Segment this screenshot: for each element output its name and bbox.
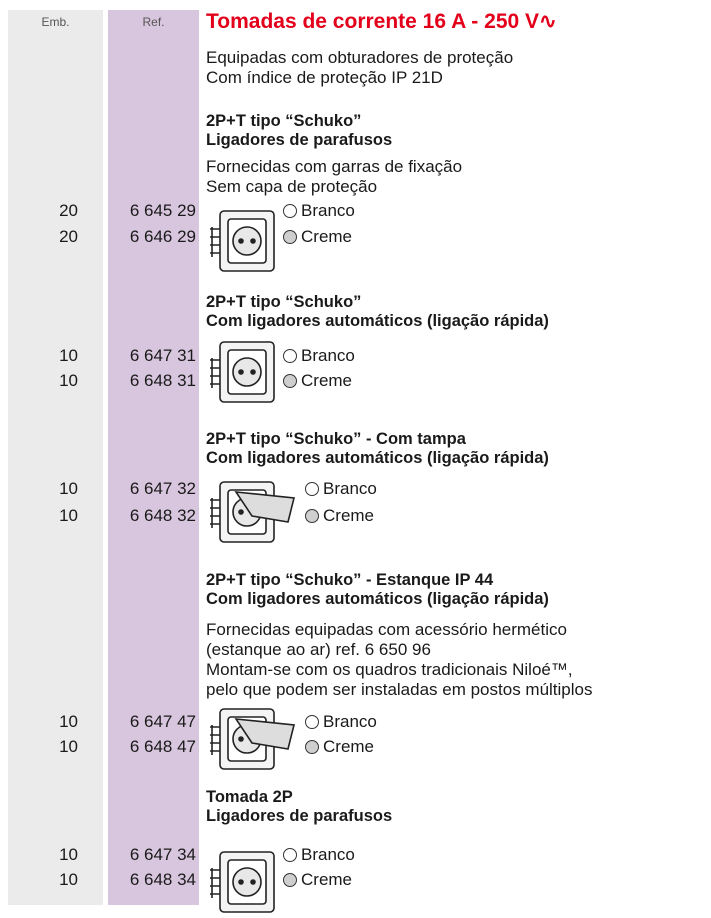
- emb: 20: [59, 201, 78, 220]
- title: Tomadas de corrente 16 A - 250 V∿: [206, 10, 557, 33]
- product-image: [210, 851, 275, 913]
- ref: 6 646 29: [129, 227, 196, 246]
- swatch: [283, 349, 297, 363]
- ref: 6 647 31: [129, 346, 196, 365]
- color-name: Creme: [301, 227, 353, 246]
- section-note: Fornecidas equipadas com acessório hermé…: [206, 620, 567, 639]
- swatch: [305, 482, 319, 496]
- color-name: Branco: [301, 845, 355, 864]
- section-heading: Ligadores de parafusos: [206, 807, 393, 825]
- emb-header: Emb.: [41, 15, 70, 29]
- section-heading: 2P+T tipo “Schuko”: [206, 112, 362, 130]
- color-name: Branco: [323, 712, 377, 731]
- emb: 10: [59, 506, 78, 525]
- section-heading: 2P+T tipo “Schuko” - Com tampa: [206, 430, 466, 448]
- section-heading: 2P+T tipo “Schuko”: [206, 293, 362, 311]
- ref: 6 647 47: [129, 712, 196, 731]
- section-heading: Tomada 2P: [206, 788, 293, 806]
- color-name: Branco: [323, 479, 377, 498]
- section-heading: Com ligadores automáticos (ligação rápid…: [206, 590, 549, 608]
- swatch: [283, 873, 297, 887]
- swatch: [283, 374, 297, 388]
- section-heading: 2P+T tipo “Schuko” - Estanque IP 44: [206, 571, 494, 589]
- swatch: [283, 204, 297, 218]
- emb: 10: [59, 371, 78, 390]
- swatch: [305, 509, 319, 523]
- color-name: Creme: [301, 371, 353, 390]
- emb: 10: [59, 479, 78, 498]
- emb: 20: [59, 227, 78, 246]
- swatch: [283, 230, 297, 244]
- product-image: [210, 210, 275, 272]
- section-note: (estanque ao ar) ref. 6 650 96: [206, 640, 431, 659]
- ref: 6 647 32: [129, 479, 196, 498]
- color-name: Creme: [301, 870, 353, 889]
- ref-header: Ref.: [142, 15, 165, 29]
- section-note: Sem capa de proteção: [206, 177, 378, 196]
- ref: 6 648 31: [129, 371, 196, 390]
- ref-column: [108, 10, 199, 905]
- section-heading: Com ligadores automáticos (ligação rápid…: [206, 312, 549, 330]
- ref: 6 648 34: [129, 870, 196, 889]
- emb: 10: [59, 346, 78, 365]
- product-image: [210, 481, 295, 543]
- ref: 6 645 29: [129, 201, 196, 220]
- ref: 6 648 32: [129, 506, 196, 525]
- color-name: Branco: [301, 346, 355, 365]
- intro-line: Com índice de proteção IP 21D: [206, 68, 443, 87]
- emb-column: [8, 10, 103, 905]
- section-heading: Com ligadores automáticos (ligação rápid…: [206, 449, 549, 467]
- swatch: [283, 848, 297, 862]
- emb: 10: [59, 712, 78, 731]
- section-heading: Ligadores de parafusos: [206, 131, 393, 149]
- color-name: Branco: [301, 201, 355, 220]
- product-image: [210, 341, 275, 403]
- color-name: Creme: [323, 506, 375, 525]
- intro-line: Equipadas com obturadores de proteção: [206, 48, 514, 67]
- emb: 10: [59, 737, 78, 756]
- ref: 6 648 47: [129, 737, 196, 756]
- section-note: Montam-se com os quadros tradicionais Ni…: [206, 660, 573, 679]
- product-image: [210, 708, 295, 770]
- swatch: [305, 740, 319, 754]
- emb: 10: [59, 870, 78, 889]
- emb: 10: [59, 845, 78, 864]
- color-name: Creme: [323, 737, 375, 756]
- section-note: Fornecidas com garras de fixação: [206, 157, 463, 176]
- ref: 6 647 34: [129, 845, 196, 864]
- section-note: pelo que podem ser instaladas em postos …: [206, 680, 593, 699]
- swatch: [305, 715, 319, 729]
